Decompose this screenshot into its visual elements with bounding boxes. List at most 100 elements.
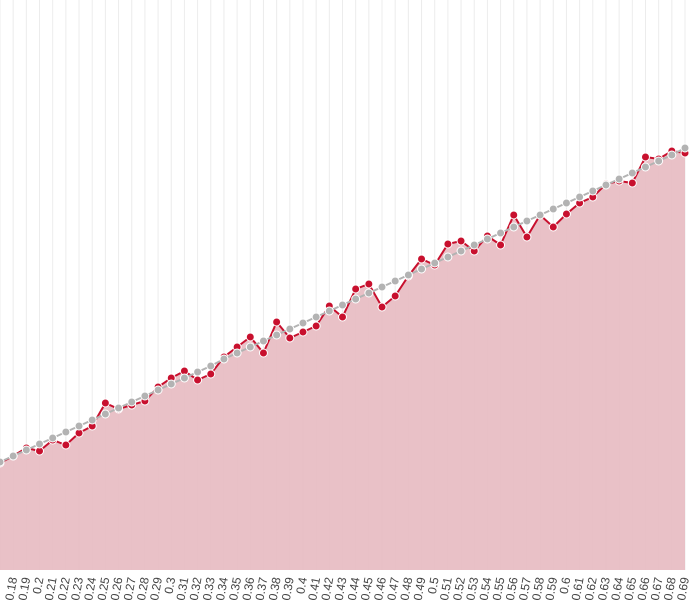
x-tick-label: 0.53 bbox=[463, 576, 481, 602]
x-tick-label: 0.3 bbox=[162, 576, 179, 595]
x-tick-label: 0.51 bbox=[437, 576, 455, 602]
point bbox=[127, 397, 137, 407]
point bbox=[61, 427, 71, 437]
point bbox=[179, 373, 189, 383]
x-tick-label: 0.41 bbox=[305, 576, 323, 602]
x-tick-label: 0.56 bbox=[503, 576, 521, 602]
x-tick-label: 0.37 bbox=[253, 576, 271, 602]
point bbox=[232, 348, 242, 358]
point bbox=[548, 204, 558, 214]
point bbox=[48, 433, 58, 443]
x-tick-label: 0.21 bbox=[42, 576, 60, 602]
point bbox=[193, 375, 203, 385]
point bbox=[298, 327, 308, 337]
x-tick-label: 0.29 bbox=[147, 576, 165, 602]
point bbox=[74, 421, 84, 431]
x-tick-label: 0.44 bbox=[345, 576, 363, 602]
x-tick-label: 0.36 bbox=[239, 576, 257, 602]
point bbox=[601, 180, 611, 190]
point bbox=[443, 252, 453, 262]
x-tick-label: 0.27 bbox=[121, 576, 139, 602]
x-tick-label: 0.48 bbox=[397, 576, 415, 602]
x-tick-label: 0.42 bbox=[318, 576, 336, 602]
point bbox=[469, 240, 479, 250]
x-tick-label: 0.26 bbox=[108, 576, 126, 602]
point bbox=[443, 239, 453, 249]
point bbox=[417, 254, 427, 264]
point bbox=[364, 279, 374, 289]
point bbox=[338, 312, 347, 322]
point bbox=[509, 222, 519, 232]
x-tick-label: 0.43 bbox=[332, 576, 350, 602]
point bbox=[390, 276, 400, 286]
x-tick-label: 0.64 bbox=[608, 576, 626, 602]
point bbox=[285, 324, 295, 334]
point bbox=[100, 398, 110, 408]
point bbox=[258, 336, 268, 346]
point bbox=[324, 306, 334, 316]
point bbox=[114, 403, 124, 413]
point bbox=[311, 321, 321, 331]
point bbox=[522, 232, 532, 242]
point bbox=[522, 216, 532, 226]
point bbox=[654, 156, 664, 166]
point bbox=[21, 445, 31, 455]
x-tick-label: 0.34 bbox=[213, 576, 231, 602]
point bbox=[8, 451, 18, 461]
point bbox=[245, 342, 255, 352]
point bbox=[245, 332, 255, 342]
point bbox=[456, 246, 466, 256]
point bbox=[548, 222, 558, 232]
x-tick-label: 0.55 bbox=[490, 576, 508, 602]
x-tick-label: 0.45 bbox=[358, 576, 376, 602]
x-tick-label: 0.6 bbox=[557, 576, 574, 595]
point bbox=[390, 291, 400, 301]
x-tick-label: 0.24 bbox=[81, 576, 99, 602]
point bbox=[364, 288, 374, 298]
x-tick-label: 0.66 bbox=[635, 576, 653, 602]
point bbox=[272, 330, 282, 340]
x-tick-label: 0.65 bbox=[621, 576, 639, 602]
x-tick-label: 0.52 bbox=[450, 576, 468, 602]
x-tick-label: 0.49 bbox=[411, 576, 429, 602]
point bbox=[535, 210, 545, 220]
point bbox=[640, 152, 650, 162]
point bbox=[403, 270, 413, 280]
point bbox=[193, 367, 203, 377]
x-tick-label: 0.38 bbox=[266, 576, 284, 602]
point bbox=[627, 178, 637, 188]
point bbox=[496, 240, 506, 250]
x-tick-label: 0.2 bbox=[30, 576, 47, 595]
point bbox=[377, 302, 387, 312]
point bbox=[640, 162, 650, 172]
x-tick-label: 0.5 bbox=[425, 576, 442, 595]
point bbox=[285, 333, 295, 343]
point bbox=[561, 198, 571, 208]
x-tick-label: 0.18 bbox=[2, 576, 20, 602]
point bbox=[258, 348, 268, 358]
point bbox=[140, 391, 150, 401]
point bbox=[627, 168, 637, 178]
x-tick-label: 0.23 bbox=[68, 576, 86, 602]
point bbox=[351, 284, 361, 294]
x-tick-label: 0.54 bbox=[477, 576, 495, 602]
x-tick-label: 0.46 bbox=[371, 576, 389, 602]
point bbox=[417, 264, 427, 274]
point bbox=[667, 150, 677, 160]
x-tick-label: 0.4 bbox=[293, 576, 310, 595]
area bbox=[0, 151, 685, 570]
point bbox=[496, 228, 506, 238]
x-tick-label: 0.28 bbox=[134, 576, 152, 602]
x-tick-label: 0.32 bbox=[187, 576, 205, 602]
point bbox=[561, 209, 571, 219]
point bbox=[351, 294, 361, 304]
point bbox=[338, 300, 347, 310]
point bbox=[575, 192, 585, 202]
x-tick-label: 0.67 bbox=[648, 576, 666, 602]
point bbox=[614, 174, 624, 184]
point bbox=[166, 379, 176, 389]
point bbox=[509, 210, 519, 220]
point bbox=[482, 234, 492, 244]
x-tick-label: 0.19 bbox=[15, 576, 33, 602]
